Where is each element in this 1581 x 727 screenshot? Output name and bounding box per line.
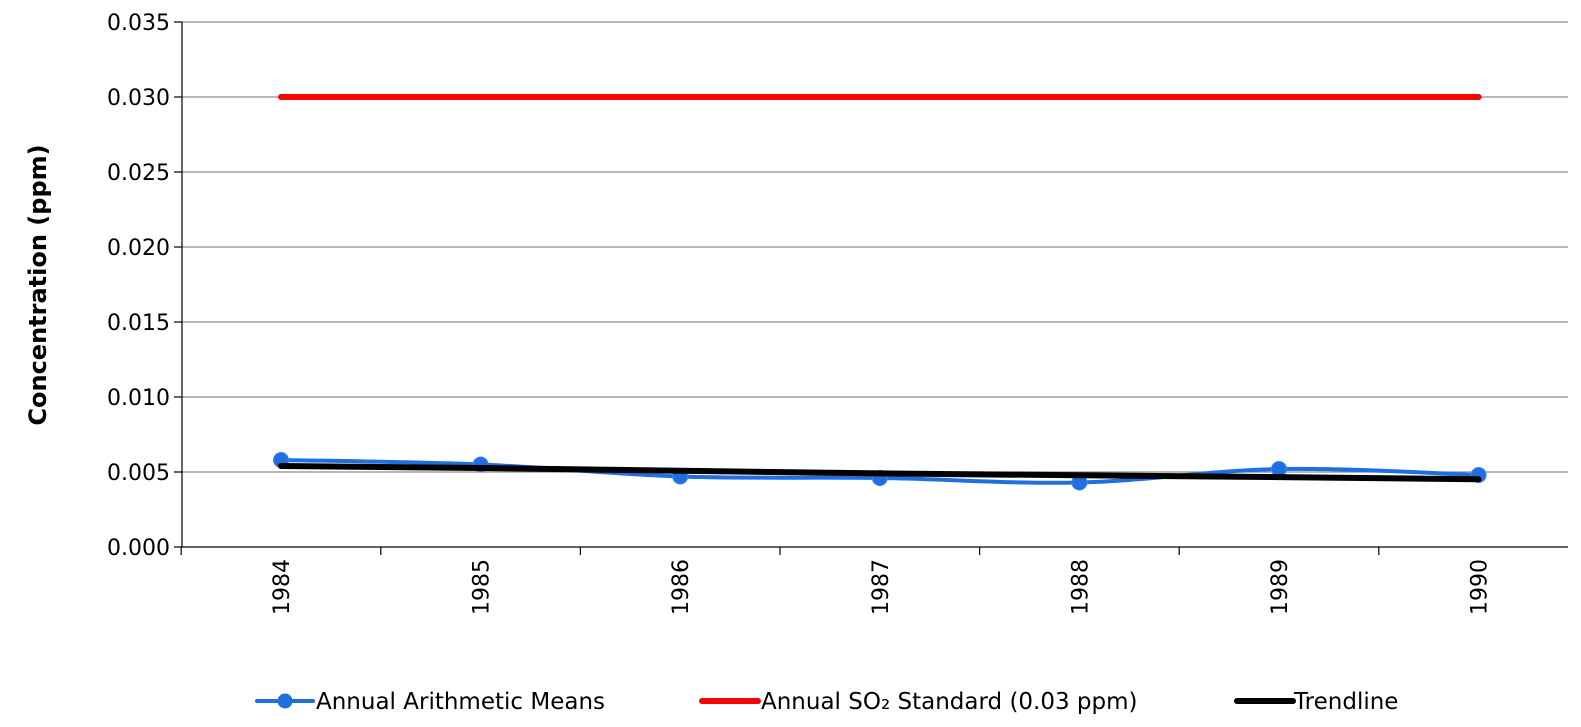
x-tick-label: 1987 [869,559,894,615]
y-tick-label: 0.005 [107,461,170,486]
x-tick-label: 1990 [1468,559,1493,615]
series-lines [273,94,1487,491]
y-tick-label: 0.000 [107,536,170,561]
y-tick-label: 0.010 [107,386,170,411]
legend-marker [277,693,293,709]
tick-labels: 0.000 0.005 0.010 0.015 0.020 0.025 0.030 0.035… [107,11,1493,615]
x-tick-label: 1986 [669,559,694,615]
legend-label: Trendline [1293,689,1398,715]
legend: Annual Arithmetic Means Annual SO₂ Standa… [255,689,1398,715]
y-tick-label: 0.030 [107,86,170,111]
y-tick-label: 0.035 [107,11,170,36]
gridlines [182,21,1568,473]
x-tick-label: 1988 [1068,559,1093,615]
series-line-trendline [278,463,1482,483]
legend-label: Annual SO₂ Standard (0.03 ppm) [761,689,1138,715]
y-tick-label: 0.025 [107,161,170,186]
y-axis-title: Concentration (ppm) [24,144,52,425]
legend-label: Annual Arithmetic Means [316,689,605,715]
axes [174,21,1568,555]
y-tick-label: 0.015 [107,311,170,336]
x-tick-label: 1984 [270,559,295,615]
y-tick-label: 0.020 [107,236,170,261]
x-tick-label: 1989 [1268,559,1293,615]
x-tick-label: 1985 [470,559,495,615]
